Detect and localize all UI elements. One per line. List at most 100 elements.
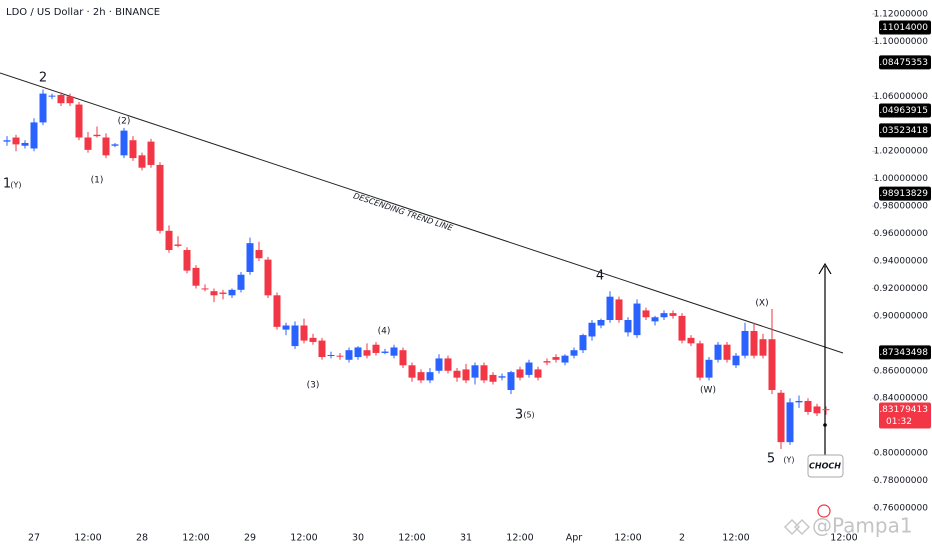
candle-body [408, 365, 416, 378]
candle-body [66, 96, 74, 104]
x-tick-label: 12:00 [182, 533, 209, 544]
candle-body [417, 372, 425, 381]
candle-body [543, 361, 551, 363]
x-tick-label: Apr [566, 533, 583, 544]
candle-body [651, 317, 659, 322]
candle-body [804, 400, 812, 412]
x-tick-label: 12:00 [290, 533, 317, 544]
candle-body [201, 288, 209, 290]
candle-body [606, 296, 614, 321]
choch-dot [823, 423, 827, 427]
candle-body [39, 93, 47, 123]
candle-body [579, 335, 587, 351]
x-tick-label: 12:00 [506, 533, 533, 544]
candle-body [624, 320, 632, 333]
candle-body [183, 250, 191, 271]
x-tick-label: 28 [136, 533, 148, 544]
candle-body [48, 95, 56, 97]
arrow-head [818, 262, 832, 275]
annotation: CHOCH [809, 462, 841, 471]
watermark: @Pampa1 [812, 514, 913, 538]
candle-body [462, 369, 470, 381]
y-tick-label: 0.96000000 [874, 229, 929, 239]
annotation: 4 [596, 269, 604, 284]
candle-body [570, 350, 578, 356]
annotation: (1) [91, 176, 104, 186]
y-tick-label: 1.10000000 [874, 37, 929, 47]
candle-body [786, 402, 794, 443]
candle-body [147, 141, 155, 165]
candle-body [57, 94, 65, 104]
x-tick-label: 12:00 [722, 533, 749, 544]
candle-body [21, 142, 29, 146]
candle-body [768, 339, 776, 390]
candle-body [813, 406, 821, 414]
candle-body [246, 243, 254, 272]
annotation: (Y) [10, 181, 21, 190]
candle-body [336, 355, 344, 357]
annotation: (4) [378, 327, 391, 337]
candle-body [129, 140, 137, 159]
candle-body [705, 359, 713, 378]
candle-body [678, 315, 686, 341]
candle-body [30, 122, 38, 149]
candle-body [93, 134, 101, 137]
candle-body [192, 267, 200, 286]
annotation: (2) [118, 117, 131, 127]
annotation: 1 [3, 177, 11, 192]
candle-body [363, 350, 371, 356]
candle-body [687, 337, 695, 344]
candle-body [552, 357, 560, 360]
y-tick-label: 1.06000000 [874, 92, 929, 102]
candle-body [291, 325, 299, 347]
y-tick-label: 0.92000000 [874, 284, 929, 294]
annotation: 3 [515, 408, 523, 423]
price-tag-label: 1.04963915 [874, 106, 928, 116]
y-tick-label: 0.94000000 [874, 257, 929, 267]
candle-body [372, 344, 380, 353]
candle-body [615, 299, 623, 321]
annotation: (Y) [783, 456, 794, 465]
chart-title: LDO / US Dollar · 2h · BINANCE [6, 7, 160, 18]
annotation: (X) [755, 299, 768, 309]
trend-line [0, 72, 844, 354]
candle-body [12, 137, 20, 145]
candle-body [507, 372, 515, 390]
price-tag [879, 345, 931, 360]
candle-body [822, 409, 830, 411]
choch-box [807, 454, 844, 478]
candle-body [237, 274, 245, 290]
annotation: 5 [767, 452, 775, 467]
candle-body [759, 339, 767, 356]
candle-body [282, 325, 290, 330]
y-tick-label: 0.78000000 [874, 476, 929, 486]
candle-body [255, 250, 263, 259]
candle-body [381, 351, 389, 353]
candle-body [399, 350, 407, 366]
candle-body [525, 362, 533, 375]
candle-body [120, 130, 128, 156]
candle-body [3, 140, 11, 142]
y-tick-label: 0.84000000 [874, 394, 929, 404]
candle-body [138, 155, 146, 168]
candle-body [714, 344, 722, 360]
candle-body [696, 343, 704, 378]
candle-body [534, 369, 542, 378]
y-tick-label: 0.98000000 [874, 202, 929, 212]
candle-body [156, 164, 164, 231]
candle-body [174, 244, 182, 246]
candle-body [309, 337, 317, 342]
x-tick-label: 12:00 [398, 533, 425, 544]
x-tick-label: 29 [244, 533, 256, 544]
candle-body [435, 358, 443, 371]
y-tick-label: 0.76000000 [874, 504, 929, 514]
price-tag [879, 55, 931, 70]
candle-body [111, 144, 119, 146]
price-tag-label: 1.03523418 [874, 126, 929, 136]
price-tag [879, 123, 931, 138]
candle-body [777, 392, 785, 443]
candle-body [642, 310, 650, 318]
candle-body [318, 340, 326, 358]
price-tag-label: 0.98913829 [874, 189, 929, 199]
candle-body [327, 354, 335, 356]
